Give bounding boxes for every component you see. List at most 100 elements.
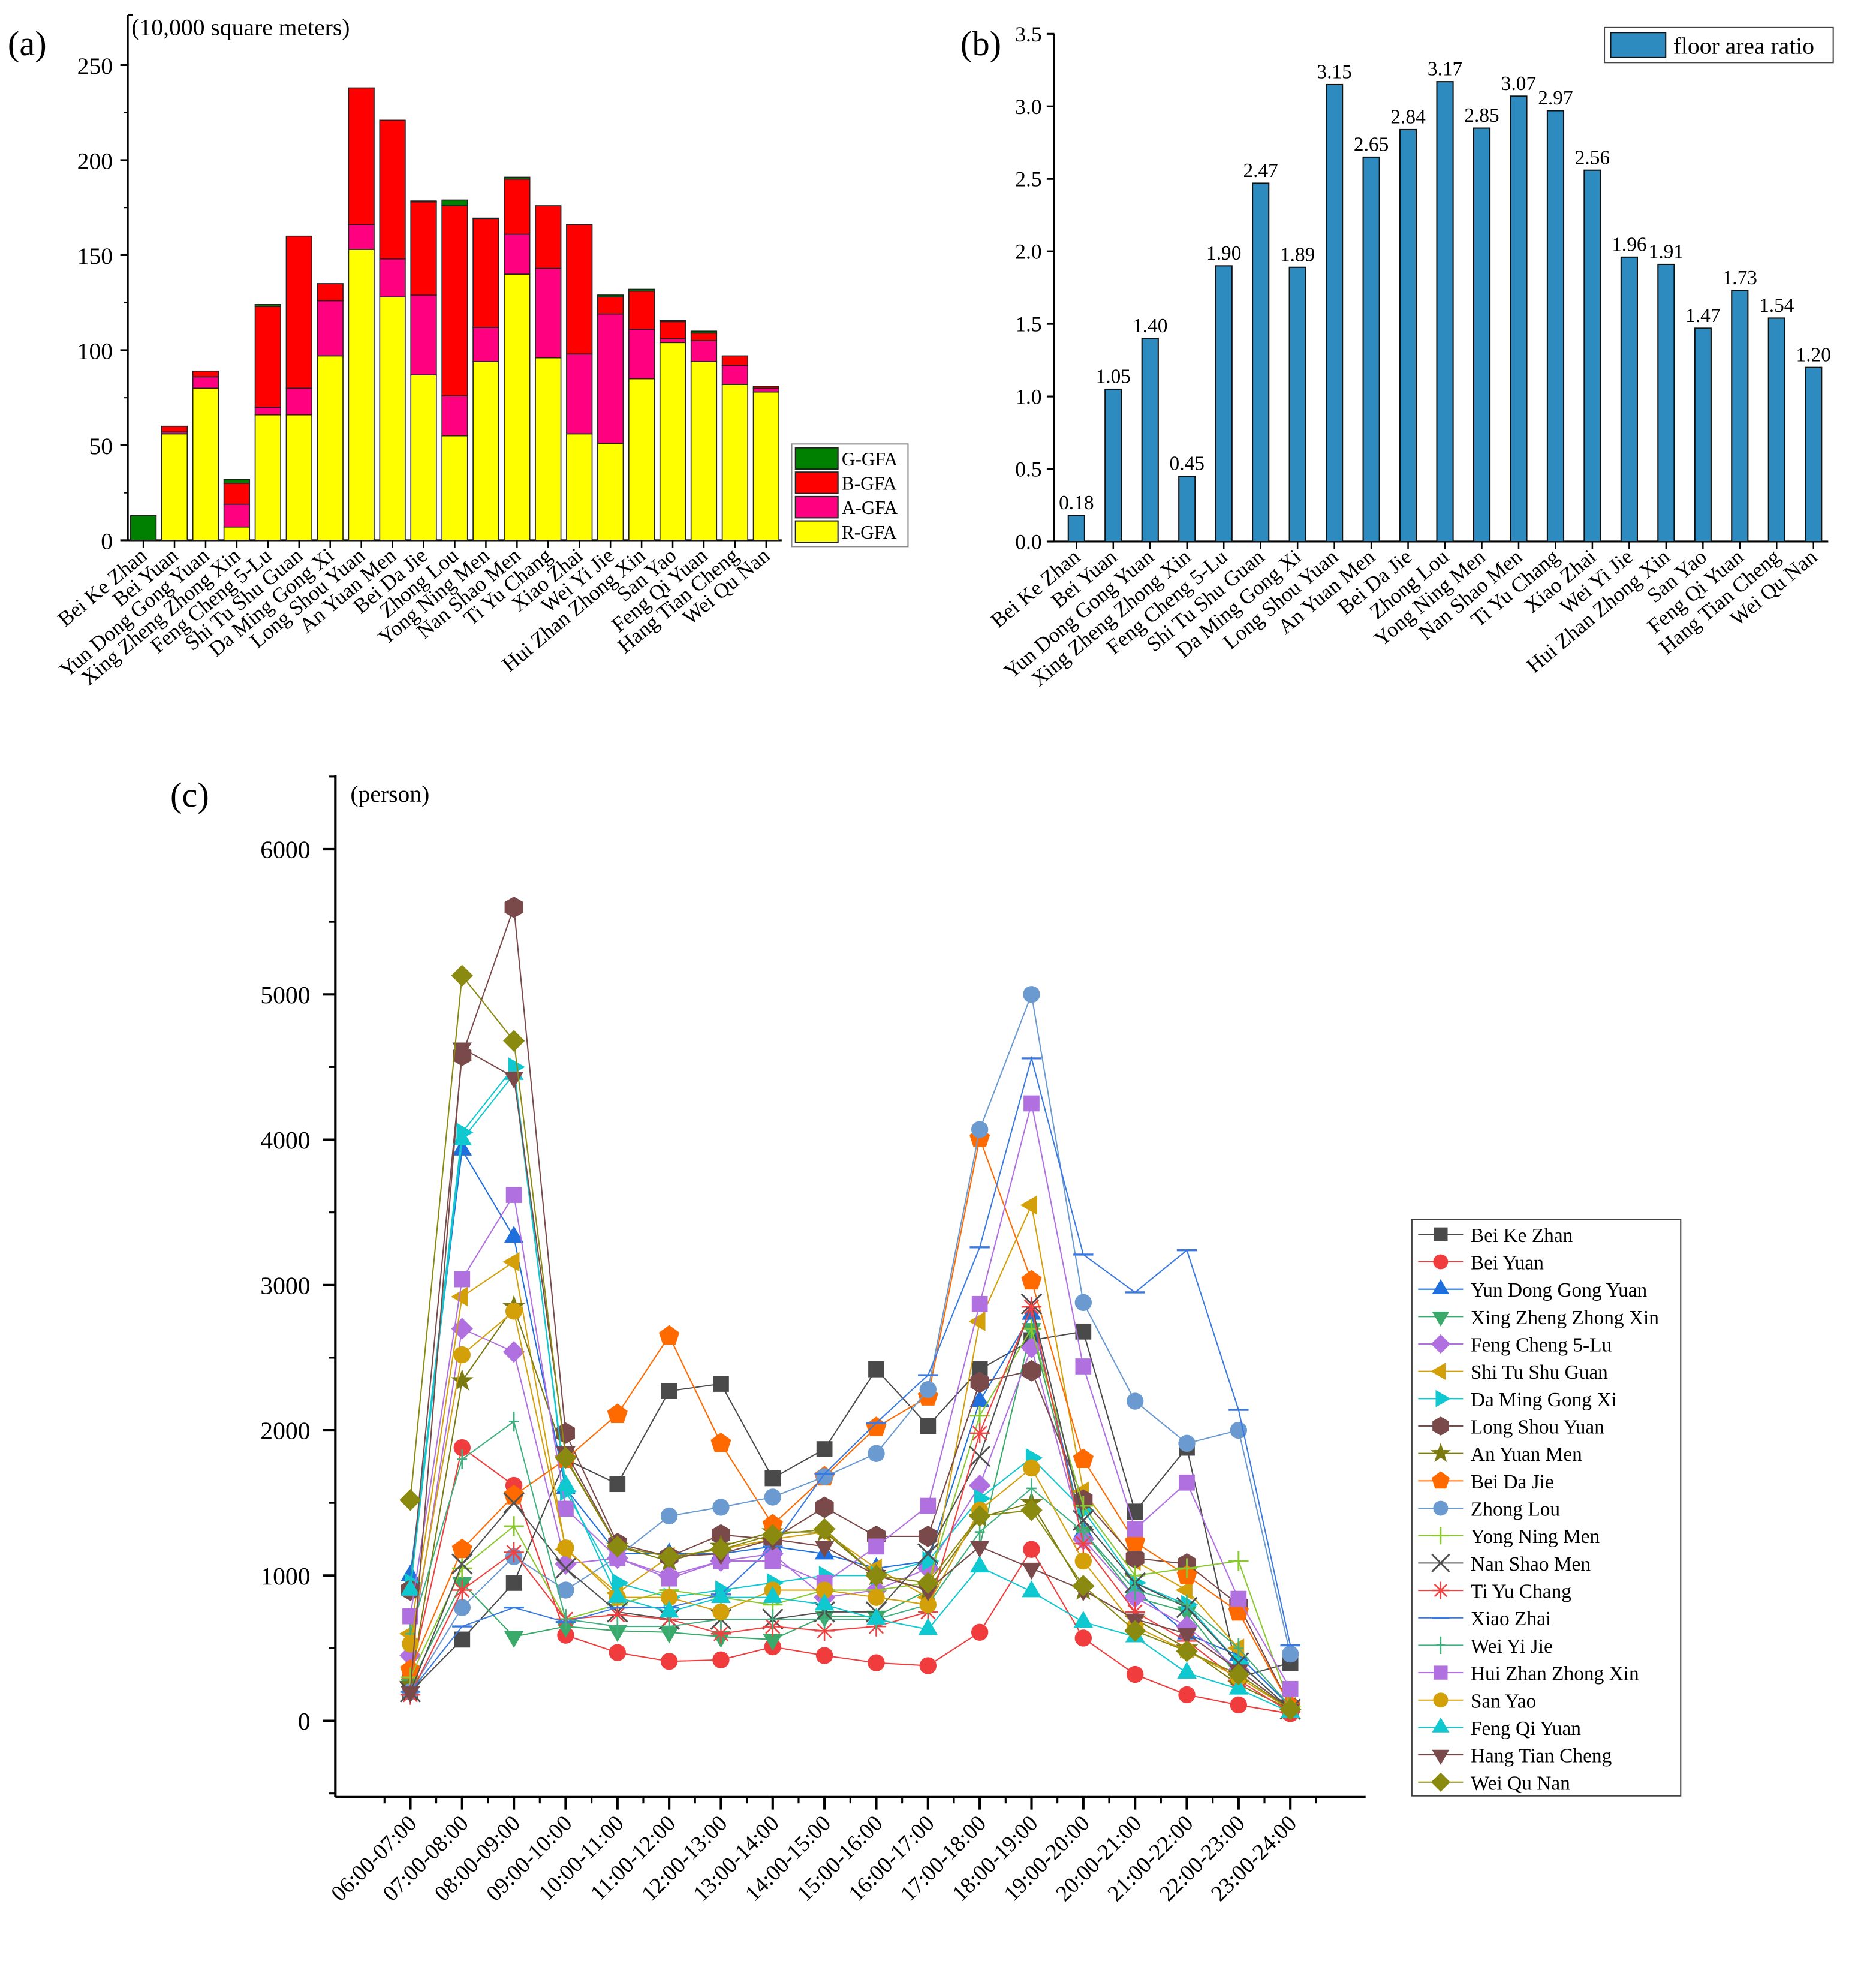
marker-hexagon (919, 1526, 938, 1547)
data-label: 1.90 (1206, 242, 1241, 264)
bar-floor-area-ratio (1620, 256, 1638, 543)
bar-floor-area-ratio (1362, 156, 1380, 543)
marker-triangle-down (969, 1541, 990, 1558)
marker-triangle-left (1020, 1195, 1037, 1215)
bar-r-gfa (285, 414, 312, 541)
marker-triangle-left (968, 1312, 986, 1331)
series-hang-tian-cheng (401, 1042, 1300, 1721)
marker-circle (971, 1121, 989, 1138)
bar-b-gfa (535, 205, 562, 269)
bar-floor-area-ratio (1694, 327, 1712, 543)
marker-triangle-up (918, 1618, 938, 1635)
marker-circle (868, 1589, 885, 1606)
marker-circle (919, 1381, 937, 1398)
marker-square (868, 1361, 884, 1378)
series-line (409, 907, 1291, 1707)
marker-hexagon (504, 897, 523, 918)
bar-g-gfa (254, 304, 281, 307)
marker-circle (1126, 1665, 1144, 1683)
marker-x (917, 1543, 939, 1565)
bar-g-gfa (130, 515, 157, 541)
bar-r-gfa (535, 357, 562, 541)
marker-square (505, 1187, 522, 1203)
legend-label: Feng Qi Yuan (1471, 1718, 1581, 1740)
marker-hexagon (1432, 1416, 1449, 1436)
marker-diamond (502, 1030, 525, 1052)
bar-r-gfa (317, 355, 344, 541)
marker-triangle-up (1432, 1717, 1450, 1733)
marker-diamond (1431, 1334, 1450, 1354)
marker-diamond (761, 1524, 784, 1546)
marker-triangle-up (659, 1601, 679, 1618)
bar-r-gfa (192, 387, 219, 541)
bar-floor-area-ratio (1178, 476, 1196, 543)
marker-asterisk (710, 1623, 731, 1644)
y-tick-label: 3.0 (1015, 95, 1041, 119)
marker-circle (1126, 1392, 1144, 1410)
bar-a-gfa (223, 503, 251, 528)
marker-vbar (1026, 1478, 1037, 1499)
bar-b-gfa (379, 119, 406, 260)
marker-circle (1433, 1254, 1449, 1270)
series-nan-shao-men (399, 1293, 1301, 1720)
data-label: 3.17 (1428, 58, 1462, 80)
bar-g-gfa (597, 294, 624, 298)
marker-plus (452, 1558, 472, 1578)
marker-pentagon (607, 1403, 628, 1423)
marker-circle (1074, 1629, 1092, 1647)
legend-label: Bei Ke Zhan (1471, 1225, 1573, 1247)
legend-label: Bei Da Jie (1471, 1471, 1554, 1493)
marker-diamond (1072, 1575, 1094, 1597)
marker-x (451, 1553, 473, 1575)
marker-asterisk (452, 1580, 472, 1601)
bar-floor-area-ratio (1288, 266, 1306, 543)
marker-vbar (561, 1609, 571, 1629)
bar-b-gfa (192, 370, 219, 378)
bar-r-gfa (721, 384, 749, 541)
legend-label: R-GFA (842, 522, 897, 543)
marker-square (1179, 1474, 1195, 1491)
y-tick-label: 0.0 (1015, 530, 1041, 554)
marker-vbar (508, 1411, 519, 1432)
marker-triangle-right (612, 1573, 629, 1593)
marker-circle (660, 1653, 678, 1670)
marker-circle (557, 1581, 574, 1599)
bar-b-gfa (254, 306, 281, 408)
marker-triangle-up (763, 1586, 783, 1604)
marker-pentagon (866, 1416, 887, 1436)
y-tick-label: 0 (298, 1708, 311, 1736)
marker-square (661, 1383, 677, 1399)
bar-floor-area-ratio (1510, 95, 1528, 543)
bar-r-gfa (410, 374, 437, 541)
bar-b-gfa (659, 321, 686, 339)
y-tick-label: 200 (77, 148, 113, 175)
legend-label: Hui Zhan Zhong Xin (1471, 1663, 1639, 1685)
bar-floor-area-ratio (1767, 317, 1785, 543)
marker-triangle-up (1022, 1580, 1041, 1598)
series-bei-da-jie (400, 1127, 1301, 1715)
marker-vbar (1078, 1521, 1089, 1542)
marker-asterisk (814, 1620, 835, 1641)
marker-circle (660, 1589, 678, 1606)
marker-diamond (555, 1553, 577, 1575)
bar-g-gfa (223, 479, 251, 484)
marker-triangle-down (814, 1541, 835, 1558)
bar-b-gfa (628, 290, 655, 330)
marker-circle (712, 1651, 730, 1669)
legend-label: Wei Yi Jie (1471, 1635, 1553, 1658)
marker-circle (919, 1657, 937, 1674)
marker-circle (453, 1346, 471, 1364)
data-label: 1.91 (1649, 241, 1684, 263)
bar-floor-area-ratio (1215, 265, 1233, 543)
bar-floor-area-ratio (1657, 263, 1675, 543)
marker-vbar (612, 1616, 623, 1637)
legend-label: Shi Tu Shu Guan (1471, 1361, 1608, 1383)
marker-triangle-up (504, 1226, 524, 1243)
marker-plus (1228, 1551, 1249, 1571)
bar-a-gfa (752, 387, 779, 393)
marker-asterisk (607, 1605, 628, 1625)
marker-circle (815, 1581, 833, 1599)
bar-r-gfa (628, 378, 655, 541)
marker-diamond (658, 1545, 680, 1568)
marker-triangle-up (1432, 1279, 1450, 1295)
